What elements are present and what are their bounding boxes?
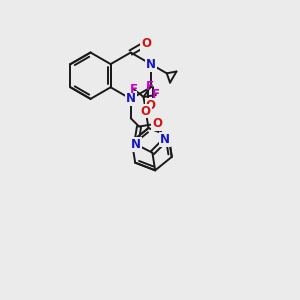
- Text: F: F: [146, 80, 154, 93]
- Text: N: N: [131, 138, 141, 151]
- Text: O: O: [152, 117, 162, 130]
- Text: O: O: [146, 99, 156, 112]
- Text: N: N: [146, 58, 156, 70]
- Text: F: F: [130, 83, 138, 96]
- Text: F: F: [152, 88, 160, 101]
- Text: O: O: [141, 37, 151, 50]
- Text: N: N: [160, 134, 170, 146]
- Text: O: O: [141, 104, 151, 118]
- Text: N: N: [126, 92, 136, 105]
